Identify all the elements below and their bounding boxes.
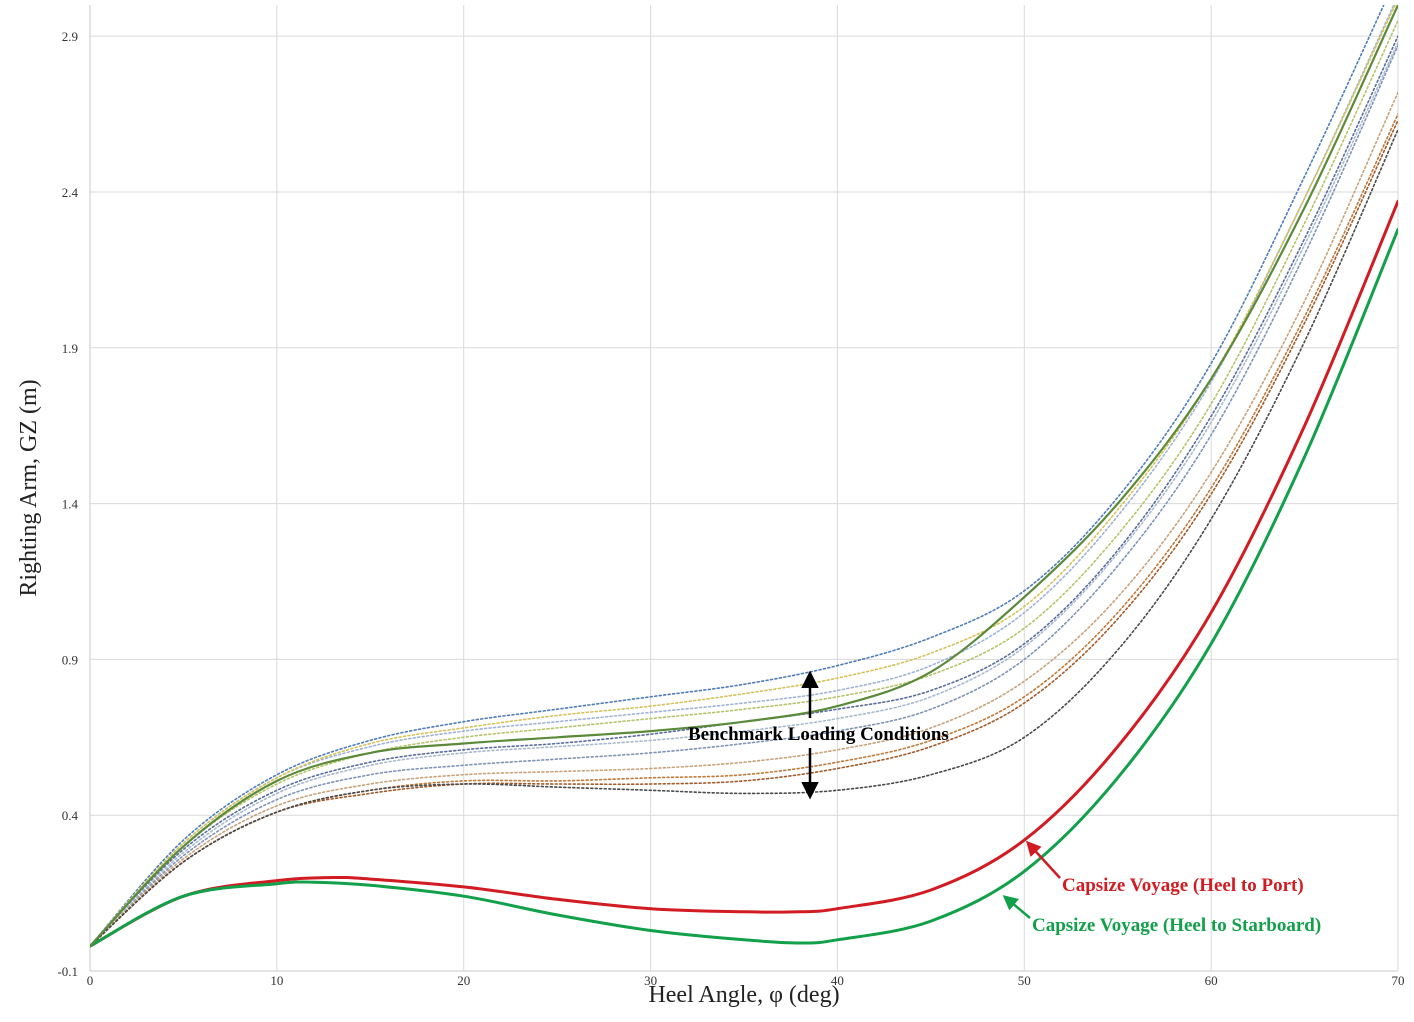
port-series-line [90, 199, 1398, 948]
benchmark-series-line [90, 44, 1398, 947]
benchmark-series-line [90, 5, 1396, 947]
benchmark-series-line [90, 19, 1398, 947]
benchmark-series-line [90, 128, 1398, 947]
benchmark-series-line [90, 35, 1398, 947]
x-tick-label: 10 [270, 973, 283, 988]
y-tick-label: 0.9 [62, 652, 78, 667]
benchmark-series-line [90, 91, 1398, 947]
x-tick-label: 30 [644, 973, 657, 988]
x-tick-labels: 0 10 20 30 40 50 60 70 [87, 973, 1405, 988]
benchmark-label: Benchmark Loading Conditions [688, 724, 949, 745]
series-lines [90, 5, 1398, 948]
x-tick-label: 50 [1018, 973, 1031, 988]
benchmark-series-line [90, 5, 1385, 947]
y-tick-label: 1.9 [62, 341, 78, 356]
starboard-series-line [90, 227, 1398, 948]
benchmark-series-line [90, 5, 1395, 947]
x-tick-label: 0 [87, 973, 94, 988]
x-tick-label: 60 [1205, 973, 1218, 988]
benchmark-series-line [90, 119, 1398, 947]
y-tick-label: -0.1 [57, 964, 78, 979]
starboard-series-label: Capsize Voyage (Heel to Starboard) [1032, 915, 1321, 936]
y-tick-label: 0.4 [62, 808, 79, 823]
y-tick-labels: -0.1 0.4 0.9 1.4 1.9 2.4 2.9 [57, 29, 78, 979]
y-tick-label: 2.9 [62, 29, 78, 44]
benchmark-series-line [90, 41, 1398, 947]
benchmark-solid-series-line [90, 5, 1398, 948]
x-tick-label: 40 [831, 973, 844, 988]
x-tick-label: 20 [457, 973, 470, 988]
port-pointer-arrow [1025, 840, 1061, 879]
port-series-label: Capsize Voyage (Heel to Port) [1062, 875, 1304, 896]
x-axis-title: Heel Angle, φ (deg) [648, 982, 839, 1008]
x-tick-label: 70 [1392, 973, 1405, 988]
benchmark-series-line [90, 113, 1398, 947]
y-tick-label: 1.4 [62, 497, 79, 512]
y-tick-label: 2.4 [62, 185, 79, 200]
grid-lines [89, 5, 1399, 972]
y-axis-title: Righting Arm, GZ (m) [16, 379, 42, 596]
starboard-pointer-arrow [1002, 895, 1031, 919]
